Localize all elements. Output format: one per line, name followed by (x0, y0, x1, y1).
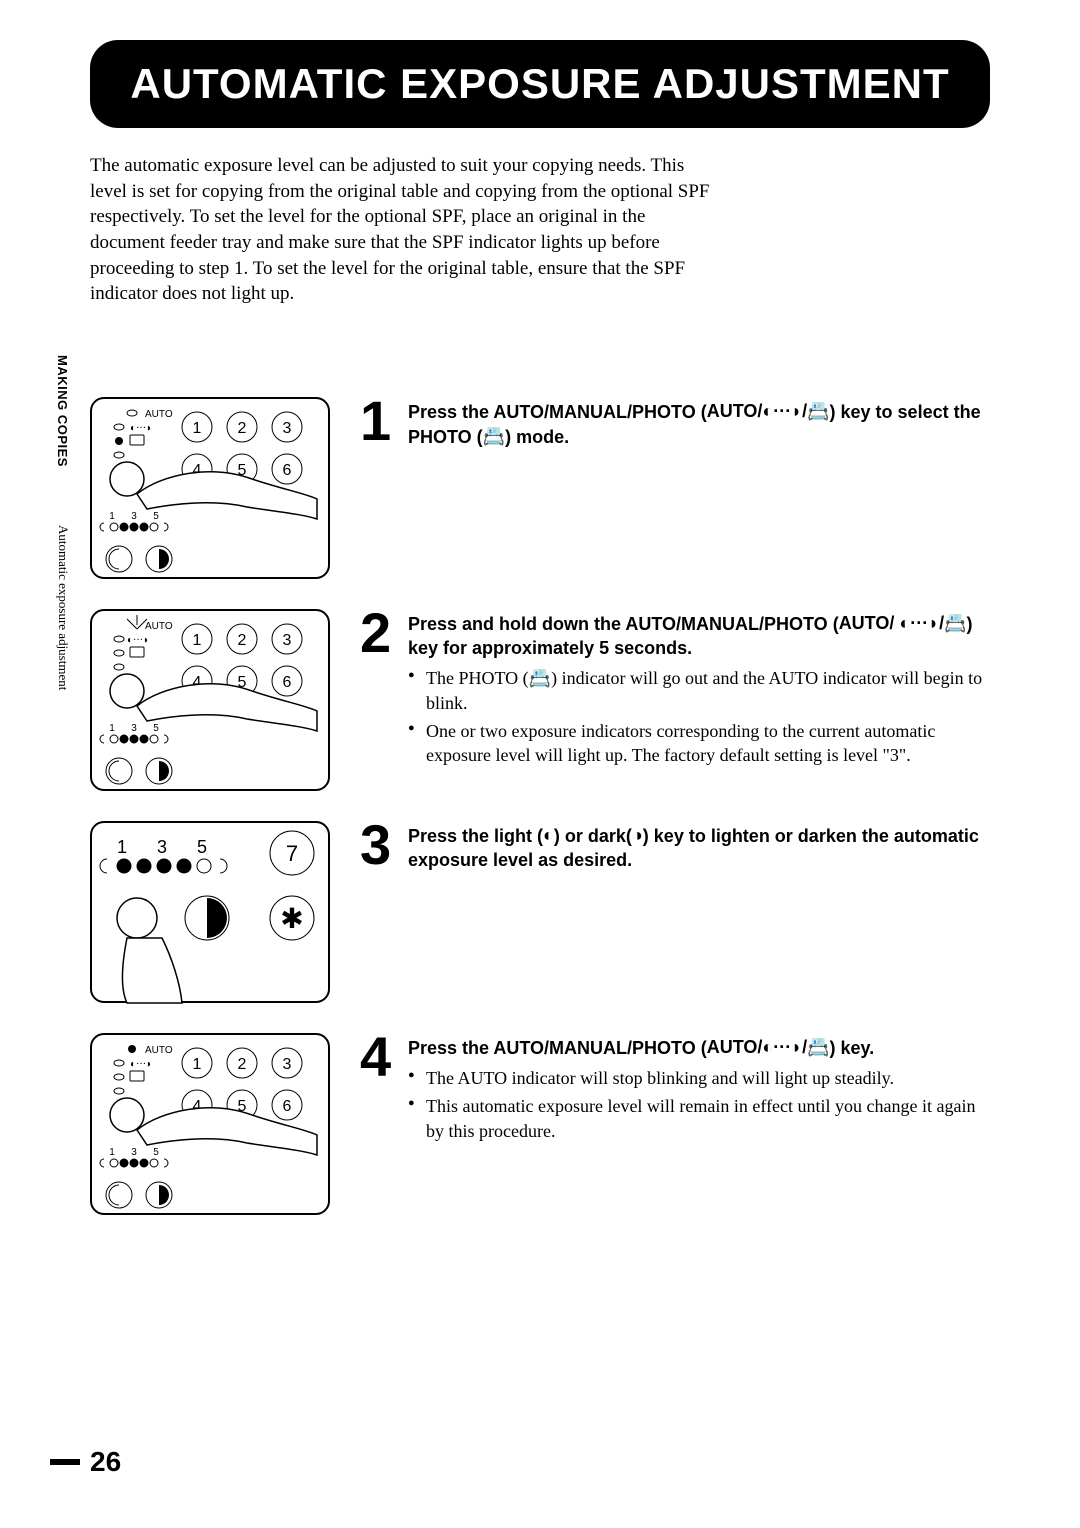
svg-text:6: 6 (283, 1098, 292, 1115)
step3-number: 3 (360, 821, 402, 869)
svg-text:3: 3 (283, 632, 292, 649)
step2-bullet-1: The PHOTO (📇) indicator will go out and … (408, 666, 990, 715)
svg-text:3: 3 (283, 420, 292, 437)
svg-text:5: 5 (153, 1147, 159, 1158)
step4-head-b: ) key. (830, 1038, 875, 1058)
step2-bullets: The PHOTO (📇) indicator will go out and … (408, 666, 990, 767)
page-title: AUTOMATIC EXPOSURE ADJUSTMENT (120, 60, 960, 108)
side-label: MAKING COPIES Automatic exposure adjustm… (55, 355, 75, 855)
step-4: AUTO ◐···◗ 1 2 3 4 5 6 135 (90, 1033, 990, 1215)
step1-icon2: 📇 (483, 426, 505, 446)
steps-container: AUTO ◐···◗ 1 2 3 4 5 6 1 3 5 (90, 397, 990, 1215)
svg-text:✱: ✱ (280, 904, 303, 935)
step1-icons: AUTO/◐···◗/📇 (707, 401, 830, 421)
svg-text:1: 1 (109, 1147, 115, 1158)
step1-body: 1 Press the AUTO/MANUAL/PHOTO (AUTO/◐···… (360, 397, 990, 450)
svg-text:3: 3 (283, 1056, 292, 1073)
step-2: AUTO ◐···◗ 1 2 3 4 5 6 135 (90, 609, 990, 791)
step-3: 1 3 5 7 ✱ (90, 821, 990, 1003)
step3-panel: 1 3 5 7 ✱ (90, 821, 330, 1003)
svg-text:5: 5 (153, 511, 159, 522)
svg-text:6: 6 (283, 462, 292, 479)
svg-text:1: 1 (109, 511, 115, 522)
step4-bullet-1: The AUTO indicator will stop blinking an… (408, 1066, 990, 1090)
step2-bullet-2: One or two exposure indicators correspon… (408, 719, 990, 768)
step4-text: Press the AUTO/MANUAL/PHOTO (AUTO/◐···◗/… (408, 1033, 990, 1147)
svg-text:3: 3 (131, 1147, 137, 1158)
step4-panel: AUTO ◐···◗ 1 2 3 4 5 6 135 (90, 1033, 330, 1215)
page-title-block: AUTOMATIC EXPOSURE ADJUSTMENT (90, 40, 990, 128)
side-chapter: MAKING COPIES (55, 355, 70, 467)
step-1: AUTO ◐···◗ 1 2 3 4 5 6 135 (90, 397, 990, 579)
step4-bullet-2: This automatic exposure level will remai… (408, 1094, 990, 1143)
svg-text:6: 6 (283, 674, 292, 691)
step2-head-a: Press and hold down the AUTO/MANUAL/PHOT… (408, 614, 839, 634)
svg-text:7: 7 (286, 841, 298, 866)
step3-mid: ) or dark( (554, 826, 632, 846)
step4-bullets: The AUTO indicator will stop blinking an… (408, 1066, 990, 1143)
svg-text:2: 2 (238, 1056, 247, 1073)
svg-text:3: 3 (131, 723, 137, 734)
svg-text:◐···◗: ◐···◗ (127, 635, 149, 646)
step1-text: Press the AUTO/MANUAL/PHOTO (AUTO/◐···◗/… (408, 397, 990, 450)
light-key-icon: ◐ (543, 825, 554, 845)
svg-text:1: 1 (193, 632, 202, 649)
svg-text:2: 2 (238, 420, 247, 437)
svg-text:3: 3 (131, 511, 137, 522)
svg-text:◐···◗: ◐···◗ (130, 1059, 152, 1070)
step2-text: Press and hold down the AUTO/MANUAL/PHOT… (408, 609, 990, 772)
step3-head-a: Press the light ( (408, 826, 543, 846)
step2-icons: AUTO/ ◐···◗/📇 (839, 613, 967, 633)
svg-text:1: 1 (109, 723, 115, 734)
page-number: 26 (90, 1446, 121, 1478)
step1-head-c: ) mode. (505, 427, 569, 447)
auto-label-icon: AUTO (145, 409, 173, 420)
svg-text:◐···◗: ◐···◗ (130, 423, 152, 434)
step3-body: 3 Press the light (◐) or dark(◑) key to … (360, 821, 990, 873)
step4-icons: AUTO/◐···◗/📇 (707, 1037, 830, 1057)
step4-number: 4 (360, 1033, 402, 1081)
step4-head-a: Press the AUTO/MANUAL/PHOTO ( (408, 1038, 707, 1058)
step2-body: 2 Press and hold down the AUTO/MANUAL/PH… (360, 609, 990, 772)
step1-panel: AUTO ◐···◗ 1 2 3 4 5 6 135 (90, 397, 330, 579)
svg-text:3: 3 (157, 837, 167, 857)
step2-panel: AUTO ◐···◗ 1 2 3 4 5 6 135 (90, 609, 330, 791)
svg-text:AUTO: AUTO (145, 621, 173, 632)
svg-text:1: 1 (193, 420, 202, 437)
step3-text: Press the light (◐) or dark(◑) key to li… (408, 821, 990, 873)
intro-paragraph: The automatic exposure level can be adju… (90, 153, 710, 307)
svg-text:5: 5 (197, 837, 207, 857)
svg-text:5: 5 (153, 723, 159, 734)
step1-number: 1 (360, 397, 402, 445)
side-section: Automatic exposure adjustment (55, 525, 71, 690)
footer-bar-icon (50, 1459, 80, 1465)
svg-text:1: 1 (117, 837, 127, 857)
svg-text:1: 1 (193, 1056, 202, 1073)
dark-key-icon: ◑ (632, 825, 643, 845)
step1-head-a: Press the AUTO/MANUAL/PHOTO ( (408, 402, 707, 422)
svg-text:AUTO: AUTO (145, 1045, 173, 1056)
svg-text:2: 2 (238, 632, 247, 649)
step2-number: 2 (360, 609, 402, 657)
step4-body: 4 Press the AUTO/MANUAL/PHOTO (AUTO/◐···… (360, 1033, 990, 1147)
page-footer: 26 (50, 1446, 121, 1478)
